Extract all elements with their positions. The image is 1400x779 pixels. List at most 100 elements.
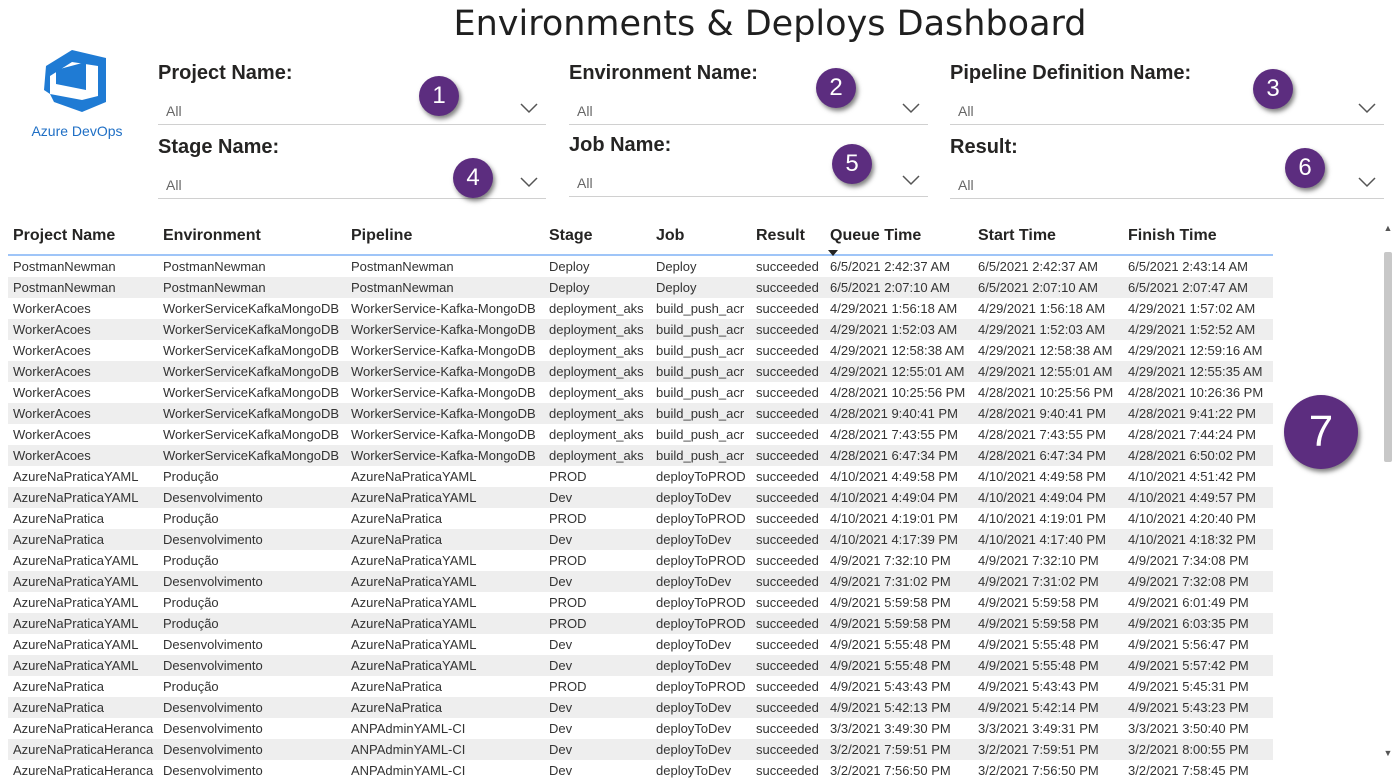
table-row[interactable]: WorkerAcoes WorkerServiceKafkaMongoDB Work…: [8, 382, 1273, 403]
table-cell: succeeded: [756, 427, 819, 442]
table-cell: 4/9/2021 7:32:10 PM: [830, 553, 951, 568]
table-cell: deployment_aks: [544, 403, 651, 424]
table-cell: PostmanNewman: [8, 277, 158, 298]
table-row[interactable]: AzureNaPratica Produção AzureNaPratica PROD…: [8, 508, 1273, 529]
column-header-job[interactable]: Job: [651, 218, 751, 256]
scroll-up-icon[interactable]: ▲: [1383, 223, 1393, 233]
table-cell: 6/5/2021 2:07:10 AM: [973, 277, 1123, 298]
project-name-dropdown[interactable]: All: [158, 95, 546, 125]
table-cell: WorkerService-Kafka-MongoDB: [346, 319, 544, 340]
scroll-thumb[interactable]: [1384, 252, 1392, 462]
table-row[interactable]: PostmanNewman PostmanNewman PostmanNewman D…: [8, 255, 1273, 277]
table-cell: WorkerAcoes: [13, 301, 91, 316]
table-cell: Produção: [163, 679, 219, 694]
filter-label: Result:: [950, 136, 1018, 158]
table-body: PostmanNewman PostmanNewman PostmanNewman D…: [8, 255, 1273, 779]
table-row[interactable]: AzureNaPraticaHeranca Desenvolvimento ANPA…: [8, 739, 1273, 760]
column-header-queue-time[interactable]: Queue Time: [825, 218, 973, 256]
table-row[interactable]: AzureNaPraticaHeranca Desenvolvimento ANPA…: [8, 718, 1273, 739]
column-header-finish-time[interactable]: Finish Time: [1123, 218, 1273, 256]
table-cell: PROD: [549, 469, 587, 484]
pipeline-definition-name-dropdown[interactable]: All: [950, 95, 1384, 125]
table-cell: 3/3/2021 3:49:31 PM: [978, 721, 1099, 736]
table-cell: AzureNaPratica: [13, 511, 105, 526]
table-cell: deployToDev: [651, 487, 751, 508]
table-cell: AzureNaPratica: [8, 697, 158, 718]
table-cell: 4/28/2021 9:41:22 PM: [1123, 403, 1273, 424]
table-cell: 4/9/2021 7:31:02 PM: [825, 571, 973, 592]
table-cell: deployToPROD: [656, 553, 746, 568]
table-cell: WorkerAcoes: [8, 445, 158, 466]
table-row[interactable]: AzureNaPraticaYAML Produção AzureNaPratica…: [8, 550, 1273, 571]
table-cell: 4/28/2021 7:43:55 PM: [830, 427, 958, 442]
table-row[interactable]: WorkerAcoes WorkerServiceKafkaMongoDB Work…: [8, 340, 1273, 361]
table-row[interactable]: WorkerAcoes WorkerServiceKafkaMongoDB Work…: [8, 361, 1273, 382]
column-header-result[interactable]: Result: [751, 218, 825, 256]
column-header-pipeline[interactable]: Pipeline: [346, 218, 544, 256]
table-row[interactable]: PostmanNewman PostmanNewman PostmanNewman D…: [8, 277, 1273, 298]
table-cell: succeeded: [756, 469, 819, 484]
table-cell: 4/29/2021 1:56:18 AM: [978, 301, 1106, 316]
table-row[interactable]: AzureNaPratica Desenvolvimento AzureNaPrat…: [8, 697, 1273, 718]
column-header-label: Queue Time: [830, 227, 922, 244]
table-cell: build_push_acr: [651, 319, 751, 340]
table-cell: 4/9/2021 5:59:58 PM: [978, 595, 1099, 610]
table-cell: Dev: [549, 763, 573, 778]
environment-name-dropdown[interactable]: All: [569, 95, 928, 125]
table-cell: succeeded: [751, 487, 825, 508]
table-cell: Produção: [163, 595, 219, 610]
table-cell: 4/9/2021 6:03:35 PM: [1123, 613, 1273, 634]
table-cell: WorkerService-Kafka-MongoDB: [351, 427, 536, 442]
table-cell: 4/29/2021 12:55:01 AM: [973, 361, 1123, 382]
table-row[interactable]: WorkerAcoes WorkerServiceKafkaMongoDB Work…: [8, 445, 1273, 466]
table-cell: 4/29/2021 1:52:52 AM: [1123, 319, 1273, 340]
table-cell: 3/2/2021 7:56:50 PM: [978, 763, 1099, 778]
table-cell: Dev: [544, 529, 651, 550]
table-cell: 4/29/2021 12:58:38 AM: [830, 343, 965, 358]
scroll-down-icon[interactable]: ▼: [1383, 748, 1393, 758]
table-row[interactable]: AzureNaPraticaYAML Desenvolvimento AzureNa…: [8, 634, 1273, 655]
table-row[interactable]: AzureNaPraticaYAML Desenvolvimento AzureNa…: [8, 571, 1273, 592]
column-header-stage[interactable]: Stage: [544, 218, 651, 256]
table-row[interactable]: WorkerAcoes WorkerServiceKafkaMongoDB Work…: [8, 298, 1273, 319]
column-header-start-time[interactable]: Start Time: [973, 218, 1123, 256]
table-cell: 6/5/2021 2:42:37 AM: [978, 259, 1098, 274]
table-cell: Desenvolvimento: [163, 721, 263, 736]
table-row[interactable]: WorkerAcoes WorkerServiceKafkaMongoDB Work…: [8, 424, 1273, 445]
table-cell: 4/29/2021 1:57:02 AM: [1128, 301, 1256, 316]
table-cell: 6/5/2021 2:42:37 AM: [830, 259, 950, 274]
table-cell: Deploy: [549, 259, 590, 274]
column-header-environment[interactable]: Environment: [158, 218, 346, 256]
callout-badge: 5: [832, 144, 872, 184]
table-row[interactable]: AzureNaPraticaYAML Produção AzureNaPratica…: [8, 613, 1273, 634]
table-cell: Dev: [549, 637, 573, 652]
table-cell: succeeded: [756, 343, 819, 358]
job-name-dropdown[interactable]: All: [569, 167, 928, 197]
table-cell: Desenvolvimento: [158, 487, 346, 508]
table-row[interactable]: WorkerAcoes WorkerServiceKafkaMongoDB Work…: [8, 319, 1273, 340]
table-row[interactable]: AzureNaPratica Produção AzureNaPratica PROD…: [8, 676, 1273, 697]
table-scrollbar[interactable]: ▲ ▼: [1382, 222, 1394, 762]
table-row[interactable]: AzureNaPraticaYAML Desenvolvimento AzureNa…: [8, 655, 1273, 676]
table-cell: succeeded: [751, 655, 825, 676]
table-row[interactable]: AzureNaPraticaHeranca Desenvolvimento ANPA…: [8, 760, 1273, 779]
table-cell: 4/9/2021 5:43:23 PM: [1123, 697, 1273, 718]
table-row[interactable]: AzureNaPraticaYAML Produção AzureNaPratica…: [8, 466, 1273, 487]
table-header-row: Project Name Environment Pipeline Stage …: [8, 218, 1273, 256]
table-cell: PROD: [549, 595, 587, 610]
column-header-project-name[interactable]: Project Name: [8, 218, 158, 256]
table-cell: 4/10/2021 4:49:04 PM: [825, 487, 973, 508]
table-cell: 4/28/2021 7:43:55 PM: [978, 427, 1106, 442]
table-cell: 4/28/2021 10:26:36 PM: [1128, 385, 1264, 400]
table-row[interactable]: WorkerAcoes WorkerServiceKafkaMongoDB Work…: [8, 403, 1273, 424]
table-row[interactable]: AzureNaPraticaYAML Produção AzureNaPratica…: [8, 592, 1273, 613]
table-row[interactable]: AzureNaPratica Desenvolvimento AzureNaPrat…: [8, 529, 1273, 550]
table-cell: build_push_acr: [656, 301, 745, 316]
table-cell: 4/9/2021 7:32:08 PM: [1123, 571, 1273, 592]
table-cell: 4/9/2021 5:55:48 PM: [825, 655, 973, 676]
table-cell: AzureNaPraticaYAML: [8, 487, 158, 508]
table-row[interactable]: AzureNaPraticaYAML Desenvolvimento AzureNa…: [8, 487, 1273, 508]
table-cell: WorkerServiceKafkaMongoDB: [163, 343, 340, 358]
table-cell: WorkerAcoes: [8, 403, 158, 424]
table-cell: 6/5/2021 2:07:47 AM: [1123, 277, 1273, 298]
